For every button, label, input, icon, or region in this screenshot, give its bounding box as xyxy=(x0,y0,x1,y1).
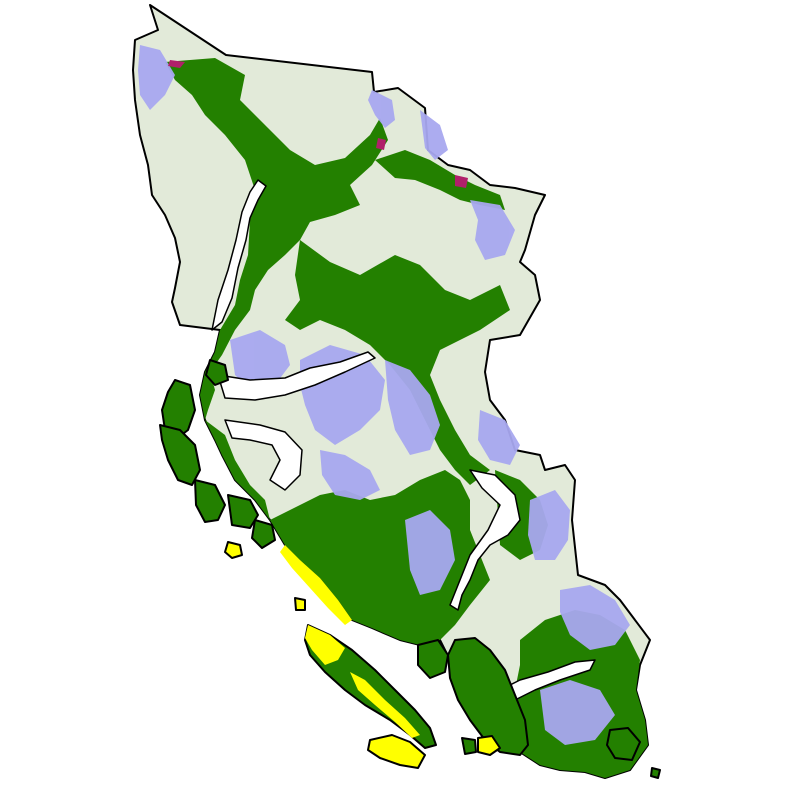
alpine-southeast-ridge xyxy=(478,410,520,465)
inlet-northwest xyxy=(211,179,267,331)
island-south-tiny-1 xyxy=(461,737,477,755)
alpine-northeast xyxy=(420,110,448,160)
peak-north-ridge xyxy=(376,138,386,150)
peak-zone xyxy=(168,60,468,188)
island-south-center xyxy=(447,637,529,756)
peak-northwest xyxy=(168,60,185,68)
island-west-6 xyxy=(205,359,229,386)
alpine-middle-south xyxy=(320,450,380,500)
western-coastal-strip xyxy=(205,420,270,520)
island-south-long-yellow-edge xyxy=(350,672,420,738)
alpine-central-west xyxy=(230,330,290,390)
northeast-valley xyxy=(375,150,505,210)
alpine-north-ridge xyxy=(368,90,395,128)
peak-northeast xyxy=(455,175,468,188)
coastal-zone xyxy=(280,545,352,625)
central-valley xyxy=(285,240,510,485)
inlet-central-west xyxy=(217,351,376,401)
alpine-central-east xyxy=(385,360,440,455)
island-west-2 xyxy=(159,424,201,486)
island-southeast xyxy=(606,727,641,761)
island-yellow-small xyxy=(224,541,243,559)
island-south-yellow xyxy=(367,734,426,769)
alpine-southeast-upper xyxy=(560,585,630,650)
inlet-south xyxy=(499,659,596,701)
inlets xyxy=(211,179,596,701)
island-south-small xyxy=(417,639,449,679)
islands xyxy=(159,359,661,779)
alpine-south-central xyxy=(405,510,455,595)
coastal-strip-southwest xyxy=(280,545,352,625)
island-west-5 xyxy=(251,519,276,549)
alpine-southeast xyxy=(540,680,615,745)
inlet-east xyxy=(449,469,521,611)
island-south-center-yellow xyxy=(477,735,501,756)
southern-lowland xyxy=(270,470,490,645)
alpine-east-lower xyxy=(528,490,570,560)
alpine-east-upper xyxy=(470,200,515,260)
island-south-long-yellow xyxy=(305,625,345,665)
island-west-3 xyxy=(194,479,226,523)
island-southeast-tiny xyxy=(650,767,661,779)
northern-valley-system xyxy=(165,58,388,420)
island-yellow-tiny xyxy=(294,597,306,611)
alpine-north-west xyxy=(138,45,175,110)
inlet-west-bay xyxy=(224,419,303,491)
lowland-zone xyxy=(165,58,648,778)
